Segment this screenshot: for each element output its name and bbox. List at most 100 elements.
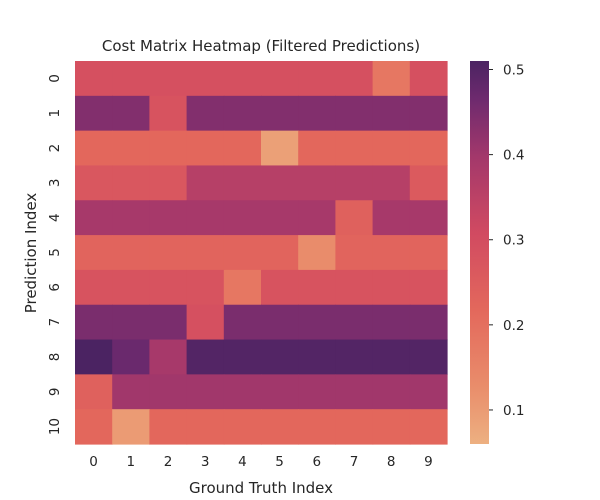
heatmap-cell [298, 235, 336, 271]
heatmap-cell [409, 409, 448, 445]
heatmap-cells [75, 61, 448, 445]
y-tick-label: 5 [47, 248, 63, 257]
x-tick-label: 8 [387, 454, 396, 470]
x-axis-ticks: 0 1 2 3 4 5 6 7 8 9 [89, 454, 432, 470]
heatmap-cell [372, 200, 411, 236]
heatmap-cell [298, 304, 336, 341]
heatmap-cell [149, 95, 188, 132]
heatmap-cell [149, 339, 188, 375]
heatmap-cell [149, 200, 188, 236]
heatmap-cell [112, 130, 150, 167]
heatmap-cell [372, 95, 411, 132]
y-tick-label: 8 [47, 353, 63, 362]
heatmap-cell [186, 235, 225, 271]
heatmap-cell [112, 235, 150, 271]
heatmap-cell [112, 304, 150, 341]
x-tick-label: 5 [275, 454, 284, 470]
heatmap-cell [186, 130, 225, 167]
heatmap-cell [186, 269, 225, 306]
heatmap-cell [298, 269, 336, 306]
heatmap-cell [75, 95, 113, 132]
heatmap-cell [335, 304, 374, 341]
heatmap-cell [75, 339, 113, 375]
heatmap-cell [223, 235, 262, 271]
heatmap-cell [223, 374, 262, 410]
colorbar-tick-label: 0.1 [503, 403, 524, 419]
heatmap-cell [149, 165, 188, 201]
heatmap-cell [261, 61, 299, 97]
heatmap-cell [75, 304, 113, 341]
x-tick-label: 4 [238, 454, 247, 470]
colorbar [470, 61, 489, 444]
heatmap-cell [112, 339, 150, 375]
heatmap-cell [335, 235, 374, 271]
y-tick-label: 2 [47, 144, 63, 153]
heatmap-cell [298, 165, 336, 201]
heatmap-cell [261, 165, 299, 201]
heatmap-cell [223, 130, 262, 167]
heatmap-cell [298, 409, 336, 445]
heatmap-cell [261, 339, 299, 375]
heatmap-cell [372, 130, 411, 167]
y-tick-label: 9 [47, 387, 63, 396]
heatmap-cell [409, 304, 448, 341]
heatmap-cell [112, 409, 150, 445]
heatmap-cell [223, 409, 262, 445]
heatmap-cell [409, 374, 448, 410]
heatmap-cell [335, 269, 374, 306]
y-tick-label: 7 [47, 318, 63, 327]
heatmap-cell [335, 374, 374, 410]
heatmap-cell [149, 374, 188, 410]
heatmap-cell [75, 235, 113, 271]
x-tick-label: 1 [127, 454, 136, 470]
heatmap-cell [372, 374, 411, 410]
heatmap-cell [112, 269, 150, 306]
heatmap-cell [298, 95, 336, 132]
heatmap-cell [149, 235, 188, 271]
x-tick-label: 6 [313, 454, 322, 470]
heatmap-cell [112, 165, 150, 201]
heatmap-cell [409, 130, 448, 167]
heatmap-cell [75, 165, 113, 201]
heatmap-cell [186, 339, 225, 375]
heatmap-cell [261, 235, 299, 271]
heatmap-cell [186, 200, 225, 236]
heatmap-cell [298, 200, 336, 236]
colorbar-tick-label: 0.2 [503, 318, 524, 334]
y-axis-ticks: 0 1 2 3 4 5 6 7 8 9 10 [47, 74, 63, 435]
heatmap-cell [298, 374, 336, 410]
heatmap-cell [372, 269, 411, 306]
heatmap-cell [149, 61, 188, 97]
x-tick-label: 3 [201, 454, 210, 470]
heatmap-cell [409, 339, 448, 375]
colorbar-tick-label: 0.3 [503, 233, 524, 249]
heatmap-cell [261, 409, 299, 445]
heatmap-cell [261, 130, 299, 167]
chart-title: Cost Matrix Heatmap (Filtered Prediction… [102, 37, 420, 55]
heatmap-cell [261, 200, 299, 236]
x-tick-label: 2 [164, 454, 173, 470]
heatmap-cell [409, 165, 448, 201]
heatmap-cell [372, 61, 411, 97]
heatmap-cell [186, 409, 225, 445]
heatmap-cell [223, 269, 262, 306]
y-tick-label: 10 [47, 418, 63, 435]
heatmap-cell [223, 95, 262, 132]
x-tick-label: 7 [350, 454, 359, 470]
heatmap-cell [75, 200, 113, 236]
heatmap-cell [112, 95, 150, 132]
y-tick-label: 6 [47, 283, 63, 292]
heatmap-cell [149, 304, 188, 341]
heatmap-cell [75, 409, 113, 445]
heatmap-cell [372, 339, 411, 375]
heatmap-cell [223, 304, 262, 341]
heatmap-cell [75, 130, 113, 167]
heatmap-cell [261, 269, 299, 306]
heatmap-cell [372, 409, 411, 445]
heatmap-cell [409, 200, 448, 236]
heatmap-cell [372, 165, 411, 201]
x-tick-label: 9 [424, 454, 433, 470]
x-tick-label: 0 [89, 454, 98, 470]
heatmap-cell [335, 200, 374, 236]
